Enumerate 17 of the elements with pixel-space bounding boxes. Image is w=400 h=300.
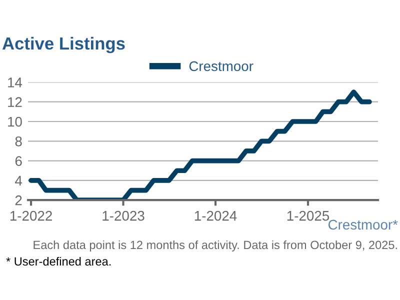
y-tick-label: 4: [15, 176, 22, 186]
text: Crestmoor*: [328, 220, 398, 230]
y-tick-label: 10: [8, 116, 22, 127]
x-tick-label: 1-2022: [10, 210, 52, 221]
y-tick-label: 6: [15, 156, 22, 166]
x-tick-label: 1-2023: [102, 210, 144, 221]
chart-title: Active Listings: [2, 36, 125, 54]
text: Each data point is 12 months of activity. Data is from October 9, 2025.: [34, 240, 397, 252]
y-tick-label: 8: [15, 136, 22, 146]
text: * User-defined area.: [6, 256, 111, 266]
x-tick-label: 1-2025: [287, 210, 330, 221]
y-tick-label: 12: [8, 97, 22, 107]
y-tick-label: 14: [8, 78, 22, 88]
y-tick-label: 2: [15, 195, 22, 206]
legend-label: Crestmoor: [189, 61, 254, 72]
x-tick-label: 1-2024: [194, 210, 237, 221]
line-series: [28, 90, 372, 200]
